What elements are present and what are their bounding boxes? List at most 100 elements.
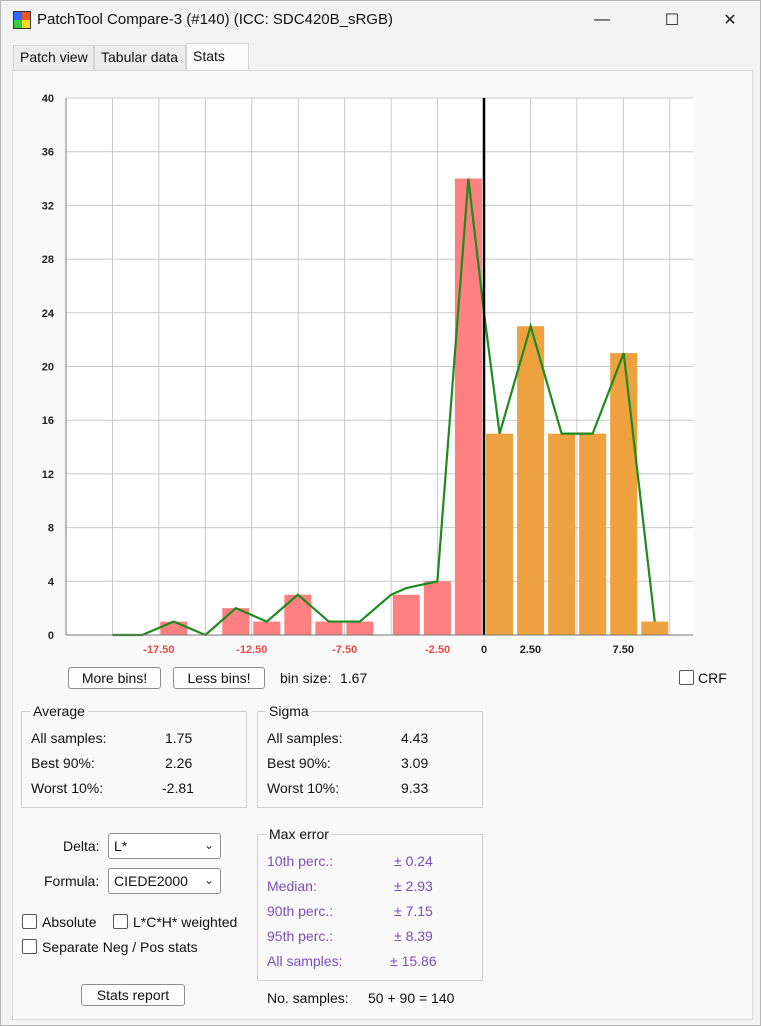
histogram-bar [392, 594, 420, 635]
x-tick-label: 2.50 [520, 644, 541, 656]
y-tick-label: 20 [42, 362, 54, 374]
chart-bars [160, 178, 669, 636]
x-tick-label: -7.50 [332, 644, 357, 656]
y-tick-label: 16 [42, 415, 54, 427]
x-tick-label: 0 [481, 644, 487, 656]
sigma-all-value: 4.43 [401, 730, 429, 746]
histogram-bar [253, 621, 281, 635]
chart-axes: 0 4 8 12 16 20 24 28 32 36 40 -17.50 -12.50 -7.50 -2.5… [42, 93, 693, 656]
sigma-best-value: 3.09 [401, 755, 429, 771]
histogram-bar [610, 353, 638, 635]
max-error-10th-label: 10th perc.: [267, 853, 334, 869]
window-title: PatchTool Compare-3 (#140) (ICC: SDC420B… [37, 11, 393, 28]
bin-size-label: bin size: [280, 670, 332, 686]
max-error-group: Max error [257, 826, 483, 981]
close-button[interactable]: ✕ [707, 1, 753, 39]
histogram-bar [486, 433, 514, 635]
max-error-median-label: Median: [267, 878, 317, 894]
title-bar[interactable]: PatchTool Compare-3 (#140) (ICC: SDC420B… [1, 1, 760, 39]
sigma-worst-value: 9.33 [401, 780, 429, 796]
absolute-checkbox[interactable] [22, 914, 37, 929]
tab-patch-view[interactable]: Patch view [13, 45, 94, 71]
chevron-down-icon: ⌄ [203, 873, 214, 887]
bin-size-value: 1.67 [340, 670, 368, 686]
delta-select[interactable]: L* ⌄ [108, 833, 221, 859]
y-tick-label: 12 [42, 469, 54, 481]
crf-label: CRF [698, 670, 727, 686]
max-error-90th-value: ± 7.15 [394, 903, 433, 919]
absolute-label: Absolute [42, 914, 97, 930]
histogram-bar [579, 433, 607, 635]
sigma-title: Sigma [266, 703, 312, 719]
formula-select-value: CIEDE2000 [114, 873, 188, 889]
average-worst-value: -2.81 [162, 780, 194, 796]
max-error-title: Max error [266, 826, 332, 842]
stats-report-button[interactable]: Stats report [81, 984, 185, 1006]
x-tick-label: -17.50 [143, 644, 174, 656]
minimize-button[interactable]: — [579, 1, 625, 39]
y-tick-label: 24 [42, 308, 55, 320]
minimize-icon: — [594, 11, 610, 28]
histogram-bar [315, 621, 343, 635]
histogram-bar [641, 621, 669, 635]
max-error-95th-value: ± 8.39 [394, 928, 433, 944]
delta-select-value: L* [114, 838, 128, 854]
less-bins-button[interactable]: Less bins! [173, 667, 265, 689]
samples-value: 50 + 90 = 140 [368, 990, 455, 1006]
crf-checkbox[interactable] [679, 670, 694, 685]
sigma-group: Sigma [257, 703, 483, 808]
sigma-all-label: All samples: [267, 730, 343, 746]
y-tick-label: 40 [42, 93, 54, 105]
average-all-value: 1.75 [165, 730, 193, 746]
maximize-button[interactable]: ☐ [649, 1, 695, 39]
average-title: Average [30, 703, 88, 719]
separate-neg-pos-checkbox[interactable] [22, 939, 37, 954]
formula-select[interactable]: CIEDE2000 ⌄ [108, 868, 221, 894]
average-worst-label: Worst 10%: [31, 780, 104, 796]
y-tick-label: 36 [42, 147, 54, 159]
y-tick-label: 32 [42, 200, 54, 212]
tab-tabular-data[interactable]: Tabular data [94, 45, 186, 71]
close-icon: ✕ [723, 12, 737, 29]
samples-label: No. samples: [267, 990, 349, 1006]
delta-label: Delta: [63, 838, 100, 854]
histogram-chart: 0 4 8 12 16 20 24 28 32 36 40 -17.50 -12.50 -7.50 -2.5… [42, 93, 693, 656]
histogram-bar [284, 594, 312, 635]
y-tick-label: 8 [48, 523, 54, 535]
max-error-90th-label: 90th perc.: [267, 903, 334, 919]
formula-label: Formula: [44, 873, 100, 889]
histogram-bar [346, 621, 374, 635]
histogram-bar [423, 581, 451, 635]
average-group: Average [21, 703, 247, 808]
histogram-bar [517, 326, 545, 635]
y-tick-label: 0 [48, 630, 54, 642]
x-tick-label: 7.50 [613, 644, 634, 656]
chart-line [112, 178, 656, 637]
max-error-95th-label: 95th perc.: [267, 928, 334, 944]
chevron-down-icon: ⌄ [203, 838, 214, 852]
max-error-all-value: ± 15.86 [390, 953, 437, 969]
more-bins-button[interactable]: More bins! [68, 667, 161, 689]
lch-weighted-checkbox[interactable] [113, 914, 128, 929]
lch-weighted-label: L*C*H* weighted [133, 914, 238, 930]
sigma-worst-label: Worst 10%: [267, 780, 340, 796]
histogram-bar [548, 433, 576, 635]
maximize-icon: ☐ [664, 12, 680, 29]
distribution-line [112, 178, 656, 637]
histogram-bar [160, 621, 188, 635]
separate-neg-pos-label: Separate Neg / Pos stats [42, 939, 198, 955]
y-tick-label: 28 [42, 254, 54, 266]
sigma-best-label: Best 90%: [267, 755, 331, 771]
max-error-10th-value: ± 0.24 [394, 853, 433, 869]
x-tick-label: -2.50 [425, 644, 450, 656]
app-icon [13, 11, 31, 29]
max-error-median-value: ± 2.93 [394, 878, 433, 894]
y-tick-label: 4 [48, 576, 55, 588]
average-best-value: 2.26 [165, 755, 193, 771]
average-all-label: All samples: [31, 730, 107, 746]
tab-stats[interactable]: Stats [186, 43, 249, 70]
max-error-all-label: All samples: [267, 953, 343, 969]
x-tick-label: -12.50 [236, 644, 267, 656]
histogram-bar [454, 178, 482, 636]
